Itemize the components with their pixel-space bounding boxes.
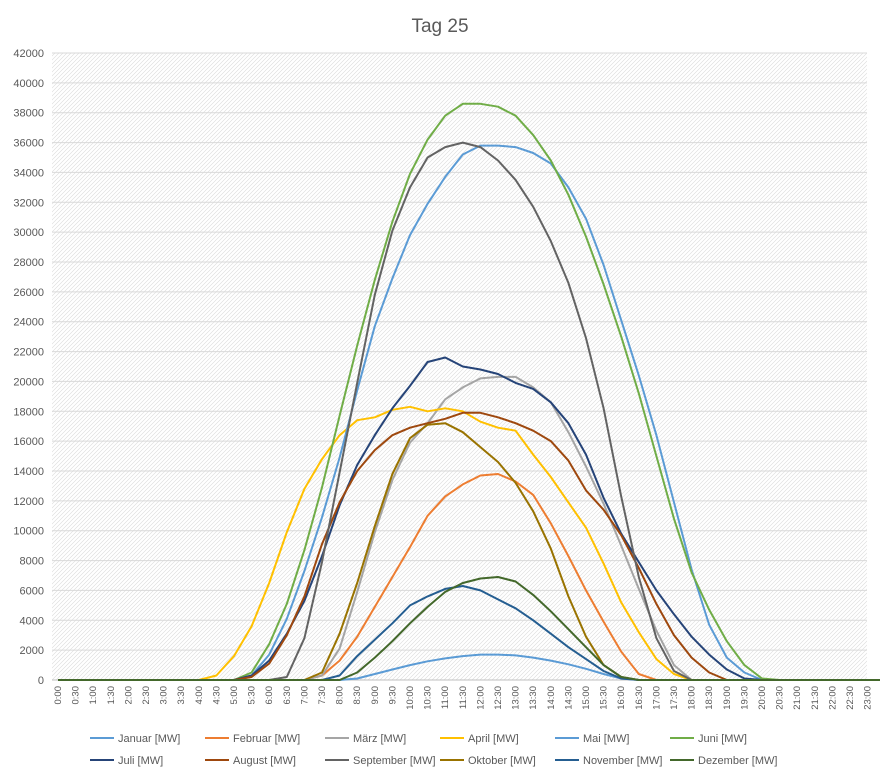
y-tick-label: 22000 [13, 347, 44, 359]
x-tick-label: 23:00 [863, 686, 874, 710]
legend-label: Oktober [MW] [468, 755, 536, 767]
y-tick-label: 16000 [13, 436, 44, 448]
y-tick-label: 42000 [13, 48, 44, 60]
y-tick-label: 38000 [13, 108, 44, 120]
y-tick-label: 8000 [20, 556, 44, 568]
y-tick-label: 30000 [13, 227, 44, 239]
x-tick-label: 0:00 [53, 686, 64, 705]
x-tick-label: 14:00 [546, 686, 557, 710]
x-tick-label: 2:30 [141, 686, 152, 705]
y-tick-label: 10000 [13, 526, 44, 538]
y-tick-label: 40000 [13, 78, 44, 90]
x-tick-label: 19:00 [722, 686, 733, 710]
legend-label: Februar [MW] [233, 733, 300, 745]
x-tick-label: 21:30 [810, 686, 821, 710]
x-tick-label: 20:30 [775, 686, 786, 710]
y-tick-label: 32000 [13, 197, 44, 209]
x-tick-label: 11:00 [440, 686, 451, 709]
x-tick-label: 5:30 [247, 686, 258, 705]
y-tick-label: 26000 [13, 287, 44, 299]
x-tick-label: 1:00 [88, 686, 99, 705]
series-lines [58, 102, 880, 681]
x-tick-label: 15:30 [599, 686, 610, 710]
chart-title: Tag 25 [411, 16, 468, 37]
y-tick-label: 34000 [13, 167, 44, 179]
x-tick-label: 6:30 [282, 686, 293, 705]
y-tick-label: 0 [38, 675, 44, 687]
legend-label: April [MW] [468, 733, 519, 745]
x-tick-label: 13:00 [511, 686, 522, 710]
x-tick-label: 4:30 [211, 686, 222, 705]
y-tick-label: 2000 [20, 645, 44, 657]
x-tick-label: 1:30 [106, 686, 117, 705]
x-tick-label: 6:00 [264, 686, 275, 705]
x-tick-label: 15:00 [581, 686, 592, 710]
legend-label: Juli [MW] [118, 755, 163, 767]
series-line-12 [58, 576, 880, 681]
x-tick-label: 16:30 [634, 686, 645, 710]
x-tick-label: 22:30 [845, 686, 856, 710]
y-tick-label: 12000 [13, 496, 44, 508]
legend-label: Juni [MW] [698, 733, 747, 745]
legend-label: Mai [MW] [583, 733, 629, 745]
x-tick-label: 4:00 [194, 686, 205, 705]
y-tick-label: 20000 [13, 376, 44, 388]
y-axis: 0 2000 4000 6000 8000 10000 12000 14000 16000 180… [13, 48, 44, 687]
x-tick-label: 9:00 [370, 686, 381, 705]
x-tick-label: 3:30 [176, 686, 187, 705]
y-tick-label: 14000 [13, 466, 44, 478]
x-tick-label: 2:00 [123, 686, 134, 705]
x-tick-label: 20:00 [757, 686, 768, 710]
x-tick-label: 21:00 [792, 686, 803, 710]
legend-label: Dezember [MW] [698, 755, 777, 767]
x-tick-label: 7:00 [299, 686, 310, 705]
x-tick-label: 8:30 [352, 686, 363, 705]
x-tick-label: 18:30 [704, 686, 715, 710]
x-tick-label: 11:30 [458, 686, 469, 709]
y-tick-label: 18000 [13, 406, 44, 418]
x-tick-label: 12:00 [475, 686, 486, 710]
x-tick-label: 3:00 [159, 686, 170, 705]
x-tick-label: 9:30 [387, 686, 398, 705]
x-tick-label: 17:00 [651, 686, 662, 710]
x-tick-label: 10:00 [405, 686, 416, 710]
x-tick-label: 8:00 [335, 686, 346, 705]
legend-label: Januar [MW] [118, 733, 180, 745]
x-tick-label: 5:00 [229, 686, 240, 705]
legend-label: November [MW] [583, 755, 662, 767]
x-tick-label: 0:30 [71, 686, 82, 705]
y-tick-label: 36000 [13, 138, 44, 150]
legend-label: März [MW] [353, 733, 406, 745]
y-tick-label: 6000 [20, 585, 44, 597]
x-tick-label: 7:30 [317, 686, 328, 705]
x-tick-label: 12:30 [493, 686, 504, 710]
legend-label: September [MW] [353, 755, 436, 767]
x-tick-label: 16:00 [616, 686, 627, 710]
x-tick-label: 18:00 [687, 686, 698, 710]
x-tick-label: 10:30 [423, 686, 434, 710]
y-tick-label: 4000 [20, 615, 44, 627]
x-tick-label: 22:00 [827, 686, 838, 710]
legend-label: August [MW] [233, 755, 296, 767]
y-tick-label: 28000 [13, 257, 44, 269]
x-tick-label: 14:30 [563, 686, 574, 710]
x-tick-label: 17:30 [669, 686, 680, 710]
y-tick-label: 24000 [13, 317, 44, 329]
legend: Januar [MW] Februar [MW] März [MW] April [M… [90, 733, 777, 767]
x-tick-label: 13:30 [528, 686, 539, 710]
x-tick-label: 19:30 [739, 686, 750, 710]
